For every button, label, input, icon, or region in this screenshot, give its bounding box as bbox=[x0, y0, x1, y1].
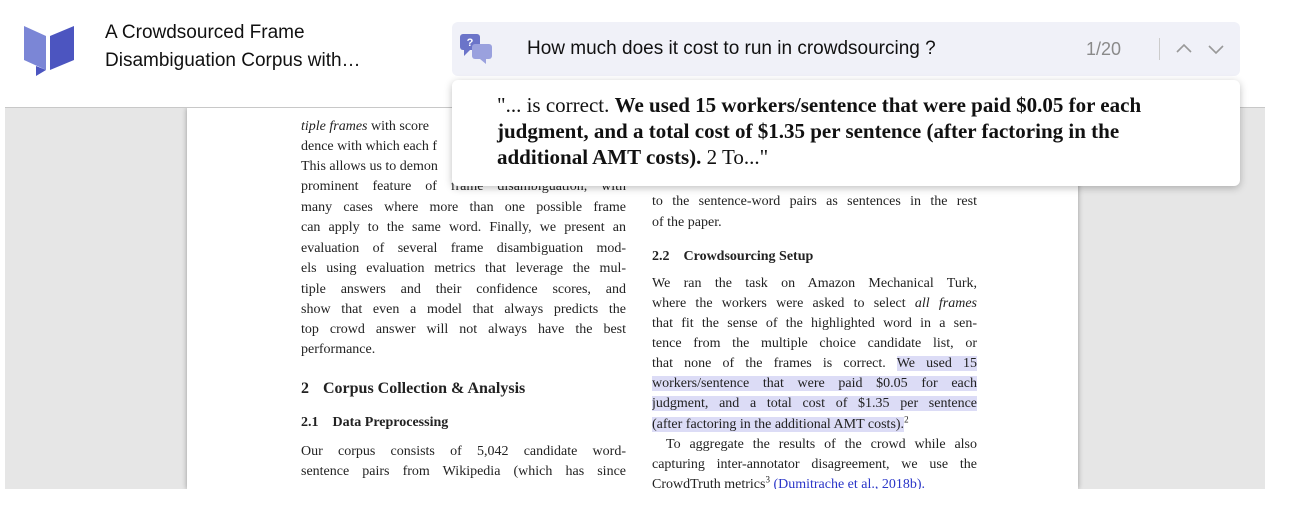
text-line: that none of the frames is correct. We u… bbox=[652, 355, 977, 373]
quote-text: "... is correct. bbox=[497, 93, 615, 117]
text-span: tiple frames bbox=[301, 119, 368, 134]
text-line: tiple answers and their confidence score… bbox=[301, 281, 626, 299]
text-line: (after factoring in the additional AMT c… bbox=[652, 414, 977, 434]
text-line: sentence pairs from Wikipedia (which has… bbox=[301, 463, 626, 481]
text-line: to the sentence-word pairs as sentences … bbox=[652, 193, 977, 211]
text-line: where the workers were asked to select a… bbox=[652, 295, 977, 313]
text-line: many cases where more than one possible … bbox=[301, 199, 626, 217]
text-span: We used 15 bbox=[896, 356, 977, 371]
text-span: many cases where more than one possible … bbox=[301, 200, 626, 215]
text-line: We ran the task on Amazon Mechanical Tur… bbox=[652, 275, 977, 293]
text-span: top crowd answer will not always have th… bbox=[301, 322, 626, 337]
text-span: capturing inter-annotator disagreement, … bbox=[652, 457, 977, 472]
citation-link[interactable]: (Dumitrache et al., 2018b). bbox=[773, 477, 926, 489]
text-span: can apply to the same word. Finally, we … bbox=[301, 220, 626, 235]
text-line: show that even a model that always predi… bbox=[301, 301, 626, 319]
text-span: sentence pairs from Wikipedia (which has… bbox=[301, 464, 626, 479]
text-span: Corpus Collection & Analysis bbox=[323, 380, 526, 397]
text-span: show that even a model that always predi… bbox=[301, 302, 626, 317]
prev-button[interactable] bbox=[1174, 39, 1194, 59]
text-line: 2 Corpus Collection & Analysis bbox=[301, 380, 626, 398]
text-line: To aggregate the results of the crowd wh… bbox=[666, 436, 977, 454]
text-span: Our corpus consists of 5,042 candidate w… bbox=[301, 444, 626, 459]
text-span: to the sentence-word pairs as sentences … bbox=[652, 194, 977, 209]
search-bar[interactable]: ? How much does it cost to run in crowds… bbox=[452, 22, 1240, 76]
text-line: judgment, and a total cost of $1.35 per … bbox=[652, 395, 977, 413]
text-line: Our corpus consists of 5,042 candidate w… bbox=[301, 443, 626, 461]
quote-bold: We used 15 workers/sentence that were pa… bbox=[497, 93, 1142, 169]
text-span: that none of the frames is correct. bbox=[652, 356, 897, 371]
section-number: 2.2 bbox=[652, 249, 670, 264]
doc-title: A Crowdsourced Frame bbox=[105, 22, 305, 43]
text-span: This allows us to demon bbox=[301, 159, 438, 174]
text-span: dence with which each f bbox=[301, 139, 438, 154]
text-line: workers/sentence that were paid $0.05 fo… bbox=[652, 375, 977, 393]
text-line: of the paper. bbox=[652, 214, 977, 232]
text-span: 2 bbox=[904, 414, 909, 425]
text-span: evaluation of several frame disambiguati… bbox=[301, 241, 626, 256]
result-card[interactable]: "... is correct. We used 15 workers/sent… bbox=[452, 80, 1240, 186]
text-span: CrowdTruth metrics bbox=[652, 477, 766, 489]
text-span: that fit the sense of the highlighted wo… bbox=[652, 316, 977, 331]
text-span: of the paper. bbox=[652, 215, 722, 230]
text-line: els using evaluation metrics that levera… bbox=[301, 260, 626, 278]
text-line: tence from the multiple choice candidate… bbox=[652, 335, 977, 353]
text-span: Data Preprocessing bbox=[332, 415, 449, 430]
result-quote: "... is correct. We used 15 workers/sent… bbox=[497, 92, 1202, 170]
search-query: How much does it cost to run in crowdsou… bbox=[527, 38, 936, 59]
text-span: judgment, and a total cost of $1.35 per … bbox=[652, 396, 977, 411]
quote-text: 2 To..." bbox=[701, 145, 769, 169]
text-span: workers/sentence that were paid $0.05 fo… bbox=[652, 376, 977, 391]
text-line: can apply to the same word. Finally, we … bbox=[301, 219, 626, 237]
divider bbox=[1159, 38, 1160, 60]
doc-title: Disambiguation Corpus with… bbox=[105, 50, 361, 71]
result-counter: 1/20 bbox=[1086, 39, 1122, 59]
chat-icon: ? bbox=[460, 34, 492, 64]
text-line: dence with which each f bbox=[301, 138, 626, 156]
svg-text:?: ? bbox=[467, 37, 474, 49]
section-number: 2 bbox=[301, 380, 309, 397]
text-line: evaluation of several frame disambiguati… bbox=[301, 240, 626, 258]
text-line: 2.2 Crowdsourcing Setup bbox=[652, 248, 977, 266]
text-span: (after factoring in the additional AMT c… bbox=[652, 417, 905, 432]
app-logo bbox=[24, 26, 74, 76]
text-span: We ran the task on Amazon Mechanical Tur… bbox=[652, 276, 977, 291]
text-line: CrowdTruth metrics3 (Dumitrache et al., … bbox=[652, 474, 977, 489]
text-span: where the workers were asked to select bbox=[652, 296, 915, 311]
text-line: 2.1 Data Preprocessing bbox=[301, 414, 626, 432]
text-span: els using evaluation metrics that levera… bbox=[301, 261, 626, 276]
text-span: To aggregate the results of the crowd wh… bbox=[666, 437, 977, 452]
next-button[interactable] bbox=[1206, 39, 1226, 59]
text-span: 3 bbox=[765, 474, 770, 485]
text-line: tiple frames with score bbox=[301, 118, 626, 136]
text-line: capturing inter-annotator disagreement, … bbox=[652, 456, 977, 474]
text-span: tence from the multiple choice candidate… bbox=[652, 336, 977, 351]
text-line: top crowd answer will not always have th… bbox=[301, 321, 626, 339]
text-span: all frames bbox=[914, 296, 977, 311]
text-line: performance. bbox=[301, 341, 626, 359]
section-number: 2.1 bbox=[301, 415, 319, 430]
text-span: performance. bbox=[301, 342, 376, 357]
text-line: that fit the sense of the highlighted wo… bbox=[652, 315, 977, 333]
text-span: Crowdsourcing Setup bbox=[683, 249, 814, 264]
text-span: tiple answers and their confidence score… bbox=[301, 282, 626, 297]
text-span: with score bbox=[367, 119, 429, 134]
text-line: This allows us to demon bbox=[301, 158, 626, 176]
